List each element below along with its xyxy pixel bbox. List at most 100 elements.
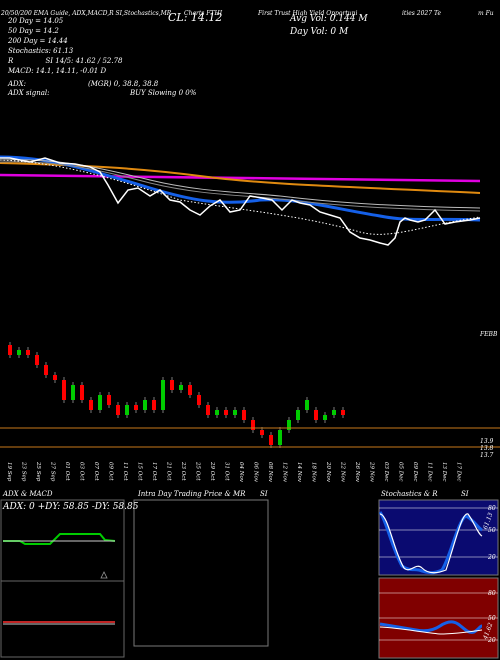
date-axis: 19 Sep 23 Sep 25 Sep 27 Sep 01 Oct 03 Oct 07 O…	[6, 461, 462, 483]
ema50-label: 50 Day = 14.2	[8, 27, 59, 35]
intraday-panel-title: Intra Day Trading Price & MR	[138, 490, 246, 498]
date-label: 06 Nov	[253, 462, 259, 483]
candle	[89, 400, 93, 410]
date-label: 25 Oct	[195, 461, 201, 481]
candle	[17, 350, 21, 355]
candle	[8, 345, 12, 355]
date-label: 17 Oct	[151, 462, 157, 481]
candle	[35, 355, 39, 365]
date-label: 23 Sep	[21, 461, 27, 482]
price-label-2: 13.8	[480, 445, 494, 452]
candlestick-plot	[8, 342, 345, 448]
candle	[242, 410, 246, 420]
adx-panel-title: ADX & MACD	[3, 490, 53, 498]
fund-name: First Trust High Yield Opportuni	[258, 10, 358, 17]
date-label: 15 Oct	[137, 462, 143, 481]
stoch-panel	[378, 499, 499, 576]
candle	[44, 365, 48, 375]
date-label: 08 Nov	[267, 462, 273, 483]
candle	[206, 405, 210, 415]
candle	[269, 435, 273, 445]
stoch-panel-title-end: SI	[461, 490, 469, 498]
candle	[152, 400, 156, 410]
stoch-k-line	[379, 513, 483, 574]
candle	[179, 385, 183, 390]
stoch-level-50: 50	[488, 527, 496, 534]
price-dotted	[0, 159, 481, 235]
ema20-line	[0, 155, 481, 222]
date-label: 03 Oct	[79, 462, 85, 481]
adx-values: ADX: 0 +DY: 58.85 -DY: 58.85	[3, 502, 139, 512]
candle	[296, 410, 300, 420]
date-label: 22 Nov	[340, 461, 346, 483]
candle	[62, 380, 66, 400]
date-label: 19 Sep	[6, 462, 12, 482]
rsi-label: R SI 14/5: 41.62 / 52.78	[8, 57, 123, 65]
price-label-1: 13.9	[480, 438, 494, 445]
indicator-list: 20/50/200 EMA Guide, ADX,MACD,R SI,Stoch…	[1, 10, 172, 17]
candle	[53, 375, 57, 380]
candle	[233, 410, 237, 415]
rsi-level-50: 50	[488, 615, 496, 622]
date-label: 03 Dec	[383, 462, 389, 482]
stochastics-label: Stochastics: 61.13	[8, 47, 74, 55]
rsi-values: SI 14/5: 41.62 / 52.78	[45, 57, 123, 65]
ema20-label: 20 Day = 14.05	[8, 17, 64, 25]
date-label: 04 Nov	[238, 462, 244, 483]
adx-signal-label: ADX signal:	[8, 89, 50, 97]
date-label: 11 Oct	[122, 462, 128, 481]
candle	[80, 385, 84, 400]
rsi-level-20: 20	[488, 637, 496, 644]
ema200-line	[0, 173, 481, 183]
date-label: 29 Oct	[209, 461, 215, 481]
candle	[197, 395, 201, 405]
date-label: 07 Oct	[93, 462, 99, 481]
date-label: 31 Oct	[224, 462, 230, 481]
stoch-level-80: 80	[488, 505, 496, 512]
ema-grey-2	[0, 161, 481, 212]
candle	[278, 430, 282, 445]
buy-signal: BUY Slowing 0 0%	[130, 89, 197, 97]
candle	[143, 400, 147, 410]
date-label: 20 Nov	[325, 461, 331, 483]
candle	[323, 415, 327, 420]
chart-title: Charts FTHI	[184, 10, 223, 17]
date-label: 12 Nov	[282, 462, 288, 483]
close-price: CL: 14.12	[168, 11, 223, 24]
candle	[98, 395, 102, 410]
ema-plot	[0, 155, 481, 246]
avg-volume: Avg Vol: 0.144 M	[290, 14, 368, 24]
ema200-label: 200 Day = 14.44	[8, 37, 68, 45]
intraday-panel	[133, 499, 269, 647]
date-label: 09 Dec	[412, 462, 418, 482]
day-volume: Day Vol: 0 M	[290, 27, 349, 37]
macd-label: MACD: 14.1, 14.11, -0.01 D	[8, 67, 107, 75]
candle	[26, 350, 30, 355]
rsi-level-80: 80	[488, 590, 496, 597]
candle	[107, 395, 111, 405]
date-label: 18 Nov	[311, 462, 317, 483]
candle	[116, 405, 120, 415]
date-label: 14 Nov	[296, 462, 302, 483]
date-label: 05 Dec	[398, 462, 404, 482]
date-label: 23 Oct	[180, 461, 186, 481]
candle	[314, 410, 318, 420]
date-label: 29 Nov	[369, 461, 375, 483]
intraday-panel-title-end: SI	[260, 490, 268, 498]
rsi-signal	[379, 626, 483, 635]
adx-panel	[0, 499, 125, 658]
candle	[170, 380, 174, 390]
candle	[224, 410, 228, 415]
mgr-label: (MGR) 0, 38.8, 38.8	[88, 80, 159, 88]
date-label: 21 Oct	[166, 461, 172, 481]
price-line	[0, 157, 481, 246]
candle	[71, 385, 75, 400]
candle	[125, 405, 129, 415]
fund-name-far: m Fu	[478, 10, 494, 17]
stoch-panel-title: Stochastics & R	[381, 490, 438, 498]
date-label: 09 Oct	[108, 462, 114, 481]
candle	[161, 380, 165, 410]
date-label: 27 Sep	[50, 461, 56, 482]
price-label-3: 13.7	[480, 452, 494, 459]
